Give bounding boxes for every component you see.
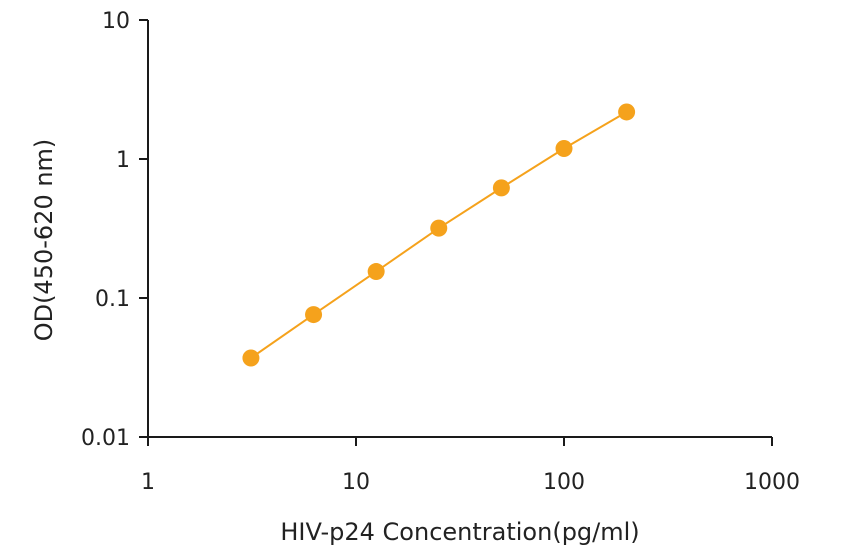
series-layer — [242, 103, 636, 367]
data-point — [367, 263, 385, 281]
data-point — [618, 103, 636, 121]
y-tick-label: 10 — [102, 9, 130, 34]
data-point — [430, 219, 448, 237]
axes — [147, 20, 772, 438]
x-ticks: 1 10 100 1000 — [141, 437, 800, 495]
y-axis-title: OD(450-620 nm) — [30, 139, 58, 342]
y-ticks: 0.01 0.1 1 10 — [81, 9, 148, 451]
y-tick-label: 1 — [116, 148, 130, 173]
y-tick-label: 0.1 — [95, 287, 130, 312]
x-tick-label: 100 — [543, 470, 585, 495]
y-tick-label: 0.01 — [81, 426, 130, 451]
x-axis-title: HIV-p24 Concentration(pg/ml) — [280, 518, 639, 546]
x-tick-label: 1 — [141, 470, 155, 495]
x-tick-label: 1000 — [744, 470, 800, 495]
data-point — [242, 349, 260, 367]
data-point — [305, 306, 323, 324]
x-tick-label: 10 — [342, 470, 370, 495]
data-point — [555, 139, 573, 157]
data-point — [492, 179, 510, 197]
